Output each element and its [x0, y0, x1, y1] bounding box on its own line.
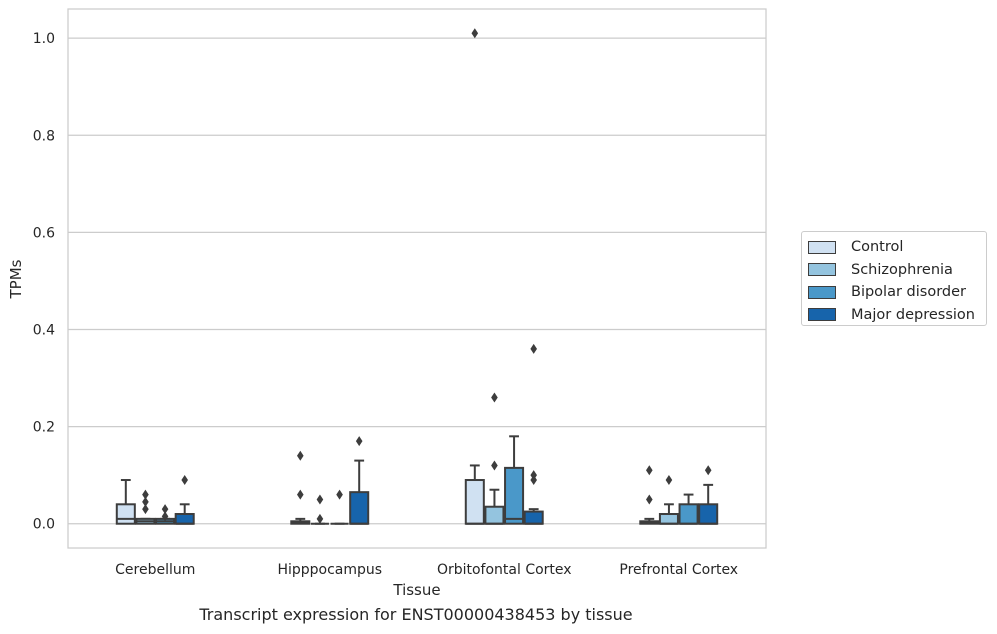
- box-body: [484, 505, 505, 525]
- box-body: [115, 503, 136, 525]
- plot-area-frame: [67, 8, 767, 549]
- outlier-point: [336, 489, 343, 500]
- y-axis-label: TPMs: [7, 259, 25, 299]
- x-tick-label: Orbitofontal Cortex: [437, 562, 572, 578]
- legend-swatch: [808, 240, 836, 254]
- box-major-depression: [174, 475, 195, 525]
- legend-label: Bipolar disorder: [851, 284, 966, 301]
- box-body: [678, 503, 699, 525]
- y-tick-label: 0.4: [33, 322, 55, 338]
- outlier-point: [142, 489, 149, 500]
- outlier-point: [142, 496, 149, 507]
- grid-lines: [68, 37, 766, 525]
- box-body: [658, 513, 679, 525]
- legend-swatch: [808, 263, 836, 277]
- box-control: [115, 479, 136, 525]
- outlier-point: [530, 470, 537, 481]
- outlier-point: [665, 475, 673, 486]
- outlier-point: [646, 494, 653, 505]
- box-schizophrenia: [484, 392, 505, 525]
- box-bipolar-disorder: [504, 435, 525, 525]
- y-tick-label: 0.8: [33, 128, 55, 144]
- box-bipolar-disorder: [155, 504, 176, 525]
- outlier-point: [142, 504, 149, 515]
- outlier-point: [181, 475, 188, 486]
- y-tick-label: 1.0: [33, 31, 55, 47]
- chart-caption: Transcript expression for ENST0000043845…: [199, 605, 633, 624]
- x-tick-label: Cerebellum: [115, 562, 195, 578]
- chart-legend: Control Schizophrenia Bipolar disorder Majo…: [801, 231, 987, 326]
- x-axis-ticks: Cerebellum Hipppocampus Orbitofontal Corte…: [115, 562, 738, 578]
- outlier-point: [646, 465, 653, 476]
- legend-item: Schizophrenia: [808, 259, 986, 282]
- box-body: [464, 479, 485, 525]
- y-tick-label: 0.0: [33, 517, 55, 533]
- x-tick-label: Prefrontal Cortex: [619, 562, 738, 578]
- outlier-point: [297, 450, 304, 461]
- outlier-point: [316, 513, 324, 524]
- box-schizophrenia: [135, 489, 156, 525]
- box-body: [349, 491, 370, 525]
- outlier-point: [530, 343, 537, 354]
- legend-label: Control: [851, 239, 904, 256]
- legend-item: Control: [808, 236, 986, 259]
- box-bipolar-disorder: [330, 489, 349, 525]
- y-axis-ticks: 0.0 0.2 0.4 0.6 0.8 1.0: [33, 31, 55, 533]
- box-schizophrenia: [658, 475, 679, 525]
- box-major-depression: [698, 465, 719, 525]
- box-body: [174, 513, 195, 525]
- x-axis-label: Tissue: [392, 581, 440, 599]
- outlier-point: [704, 465, 712, 476]
- legend-item: Major depression: [808, 304, 986, 327]
- box-control: [639, 465, 660, 525]
- box-major-depression: [349, 436, 370, 525]
- legend-item: Bipolar disorder: [808, 281, 986, 304]
- legend-swatch: [808, 308, 836, 322]
- outlier-point: [297, 489, 304, 500]
- outlier-point: [471, 28, 479, 39]
- legend-swatch: [808, 285, 836, 299]
- outlier-point: [491, 460, 498, 471]
- box-bipolar-disorder: [678, 493, 699, 525]
- legend-label: Schizophrenia: [851, 261, 953, 278]
- box-schizophrenia: [310, 494, 329, 525]
- legend-label: Major depression: [851, 306, 975, 323]
- box-body: [523, 510, 544, 525]
- outlier-point: [355, 436, 363, 447]
- boxes: [115, 28, 719, 525]
- box-body: [504, 466, 525, 525]
- outlier-point: [316, 494, 324, 505]
- y-tick-label: 0.2: [33, 420, 55, 436]
- outlier-point: [161, 511, 169, 522]
- y-tick-label: 0.6: [33, 225, 55, 241]
- x-tick-label: Hipppocampus: [277, 562, 382, 578]
- box-major-depression: [523, 343, 544, 525]
- outlier-point: [491, 392, 498, 403]
- box-control: [464, 28, 485, 525]
- box-body: [698, 503, 719, 525]
- box-control: [290, 450, 311, 525]
- outlier-point: [161, 504, 169, 515]
